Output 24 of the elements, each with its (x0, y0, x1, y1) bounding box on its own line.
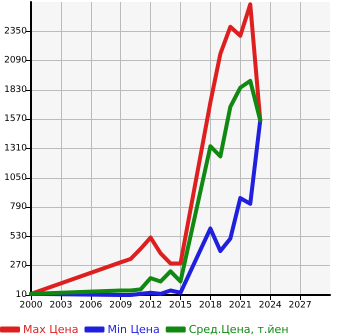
x-tick-label: 2000 (20, 300, 43, 310)
x-tick-label: 2015 (169, 300, 192, 310)
x-tick-label: 2021 (228, 300, 252, 310)
y-tick-label: 790 (10, 202, 28, 212)
legend-label: Max Цена (23, 323, 78, 335)
x-tick-label: 2012 (139, 300, 162, 310)
y-tick-label: 10 (16, 290, 28, 300)
x-tick-label: 2027 (288, 300, 312, 310)
line-series (29, 78, 262, 296)
x-tick-label: 2003 (49, 300, 72, 310)
y-tick-label: 2090 (4, 56, 28, 66)
legend-label: Min Цена (107, 323, 160, 335)
x-tick-label: 2024 (258, 300, 282, 310)
legend-label: Сред.Цена, т.йен (188, 323, 289, 335)
y-tick-label: 1050 (4, 172, 28, 183)
y-tick-label: 1310 (4, 144, 28, 154)
y-tick-label: 1570 (4, 114, 28, 124)
x-tick-label: 2006 (79, 300, 103, 310)
y-tick-label: 2350 (4, 26, 28, 36)
x-tick-label: 2009 (109, 300, 132, 310)
x-tick-label: 2018 (198, 300, 222, 310)
y-tick-label: 270 (10, 260, 28, 271)
y-tick-label: 530 (10, 231, 28, 242)
y-tick-label: 1830 (4, 84, 28, 95)
